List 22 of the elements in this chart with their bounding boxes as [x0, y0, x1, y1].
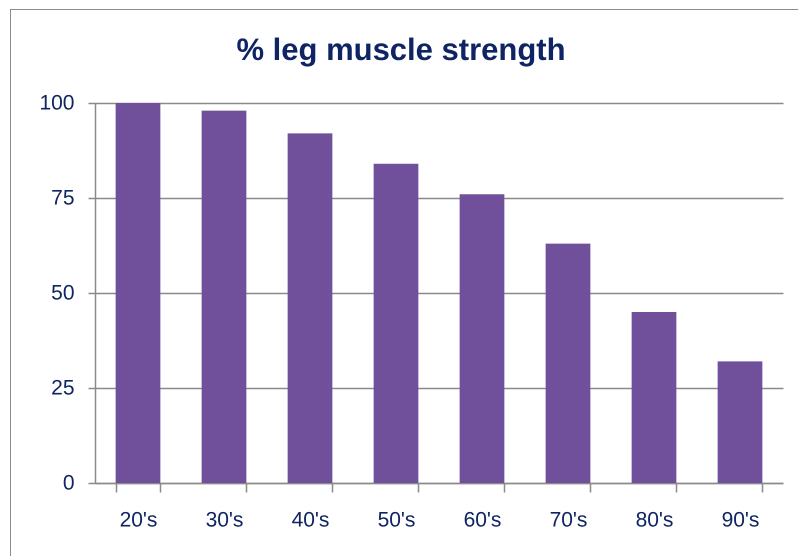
- y-tick-label: 100: [39, 92, 74, 114]
- y-tick-label: 75: [51, 186, 74, 210]
- x-tick-label: 40's: [292, 508, 330, 532]
- chart-title: % leg muscle strength: [236, 32, 566, 67]
- y-tick-label: 25: [51, 376, 74, 400]
- x-tick-label: 50's: [378, 508, 416, 532]
- x-tick-label: 80's: [636, 508, 674, 532]
- bar: [460, 194, 504, 483]
- x-tick-label: 90's: [722, 508, 760, 532]
- x-tick-label: 60's: [464, 508, 502, 532]
- x-tick-label: 70's: [550, 508, 588, 532]
- bar: [632, 312, 676, 483]
- bar: [202, 110, 246, 483]
- bar: [374, 164, 418, 483]
- bar: [546, 244, 590, 483]
- y-tick-label: 50: [51, 282, 74, 304]
- bar: [718, 361, 762, 483]
- x-tick-label: 30's: [206, 508, 244, 532]
- y-tick-label: 0: [62, 472, 74, 494]
- bar: [116, 103, 160, 483]
- bar: [288, 133, 332, 483]
- x-tick-label: 20's: [120, 508, 158, 532]
